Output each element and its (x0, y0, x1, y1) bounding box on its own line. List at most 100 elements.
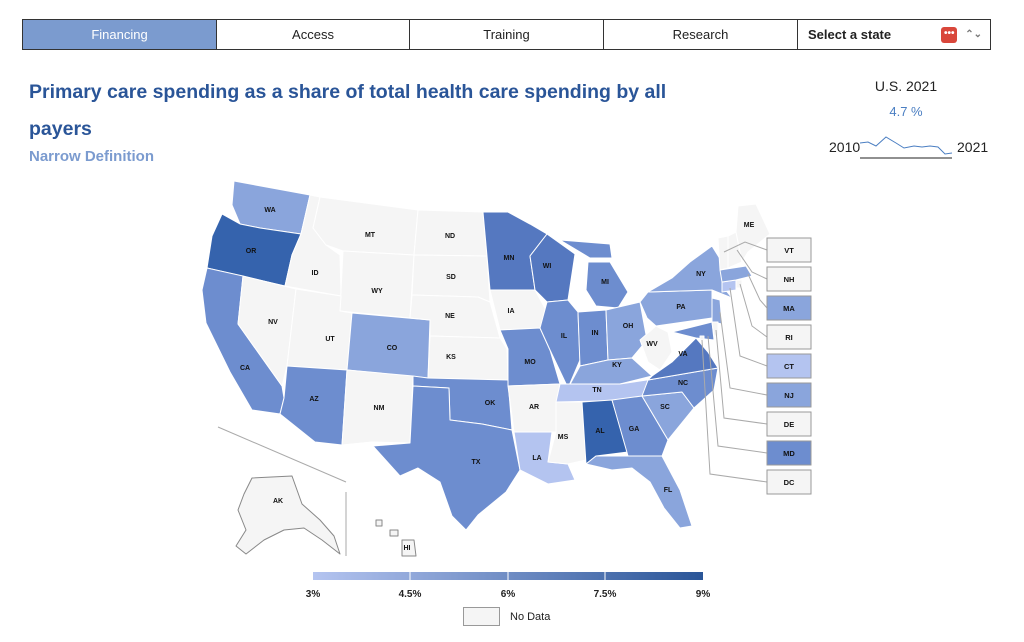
label-sc: SC (660, 404, 670, 411)
tab-training[interactable]: Training (410, 20, 604, 49)
box-ri[interactable] (766, 324, 812, 350)
state-wy[interactable] (339, 250, 415, 319)
box-label-vt: VT (784, 246, 794, 255)
state-dc[interactable] (699, 335, 705, 341)
small-state-boxes: VT NH MA RI CT NJ DE MD DC (766, 237, 812, 495)
label-ak: AK (273, 498, 283, 505)
box-label-md: MD (783, 449, 795, 458)
label-wy: WY (371, 288, 383, 295)
state-ga[interactable] (611, 395, 669, 457)
legend-tick-4-5: 4.5% (399, 589, 422, 600)
label-id: ID (312, 270, 319, 277)
tab-financing[interactable]: Financing (23, 20, 217, 49)
label-nv: NV (268, 319, 278, 326)
legend-tick-7-5: 7.5% (594, 589, 617, 600)
label-or: OR (246, 248, 257, 255)
box-ma[interactable] (766, 295, 812, 321)
label-in: IN (592, 330, 599, 337)
box-label-ct: CT (784, 362, 794, 371)
state-mt[interactable] (312, 196, 419, 256)
state-labels: WA OR CA ID NV MT WY UT AZ CO NM ND SD N… (240, 207, 755, 552)
label-mi: MI (601, 279, 609, 286)
label-la: LA (532, 455, 541, 462)
state-ma[interactable] (719, 265, 753, 283)
sparkline-start-year: 2010 (829, 139, 861, 155)
legend-labels: 3% 4.5% 6% 7.5% 9% (306, 589, 711, 600)
box-vt[interactable] (766, 237, 812, 263)
label-ne: NE (445, 313, 455, 320)
label-ut: UT (325, 336, 335, 343)
state-la[interactable] (513, 431, 576, 485)
state-il[interactable] (539, 299, 581, 389)
legend-tick-3: 3% (306, 589, 321, 600)
tab-access[interactable]: Access (217, 20, 410, 49)
box-de[interactable] (766, 411, 812, 437)
label-ms: MS (558, 434, 569, 441)
state-tx[interactable] (372, 385, 521, 531)
label-ny: NY (696, 271, 706, 278)
box-label-de: DE (784, 420, 794, 429)
state-hi[interactable] (375, 519, 417, 557)
state-select[interactable]: Select a state ••• ⌃⌄ (798, 20, 990, 49)
state-select-label: Select a state (808, 27, 892, 42)
box-nj[interactable] (766, 382, 812, 408)
state-ak[interactable] (235, 475, 341, 555)
box-ct[interactable] (766, 353, 812, 379)
state-va[interactable] (647, 337, 719, 381)
label-il: IL (561, 333, 568, 340)
legend-ticks (409, 572, 606, 580)
us-summary-label: U.S. 2021 (874, 78, 938, 94)
box-nh[interactable] (766, 266, 812, 292)
more-dots-icon[interactable]: ••• (941, 26, 958, 43)
label-ar: AR (529, 404, 539, 411)
label-az: AZ (309, 396, 319, 403)
state-ks[interactable] (427, 335, 509, 381)
us-sparkline (859, 136, 953, 159)
chevron-updown-icon: ⌃⌄ (965, 29, 982, 40)
leader-lines (701, 241, 768, 483)
box-dc[interactable] (766, 469, 812, 495)
label-wi: WI (543, 263, 552, 270)
box-label-nh: NH (784, 275, 795, 284)
state-vt[interactable] (717, 235, 729, 271)
no-data-swatch (463, 607, 500, 626)
category-tabs: Financing Access Training Research Selec… (22, 19, 991, 50)
label-nc: NC (678, 380, 688, 387)
label-wv: WV (646, 341, 658, 348)
no-data-label: No Data (510, 611, 551, 623)
label-fl: FL (664, 487, 673, 494)
legend-tick-6: 6% (501, 589, 516, 600)
label-ia: IA (508, 308, 515, 315)
state-me[interactable] (735, 203, 771, 263)
tab-research[interactable]: Research (604, 20, 798, 49)
label-ky: KY (612, 362, 622, 369)
us-summary-value: 4.7 % (889, 104, 923, 119)
state-az[interactable] (279, 365, 348, 446)
sparkline-end-year: 2021 (957, 139, 989, 155)
box-label-ma: MA (783, 304, 795, 313)
state-in[interactable] (577, 309, 609, 367)
label-ks: KS (446, 354, 456, 361)
definition-subtitle: Narrow Definition (29, 148, 155, 165)
box-md[interactable] (766, 440, 812, 466)
label-nm: NM (374, 405, 385, 412)
state-fl[interactable] (585, 455, 693, 529)
state-nm[interactable] (341, 369, 414, 446)
state-nv[interactable] (237, 275, 297, 387)
box-label-ri: RI (785, 333, 793, 342)
label-tn: TN (592, 387, 601, 394)
label-ok: OK (485, 400, 496, 407)
state-nj[interactable] (711, 297, 723, 325)
state-oh[interactable] (605, 301, 648, 361)
label-oh: OH (623, 323, 634, 330)
label-mt: MT (365, 232, 376, 239)
inset-divider (217, 426, 347, 483)
state-id[interactable] (284, 194, 342, 297)
label-sd: SD (446, 274, 456, 281)
label-pa: PA (676, 304, 685, 311)
label-ga: GA (629, 426, 640, 433)
label-mo: MO (524, 359, 536, 366)
state-ia[interactable] (489, 289, 548, 331)
label-va: VA (678, 351, 687, 358)
